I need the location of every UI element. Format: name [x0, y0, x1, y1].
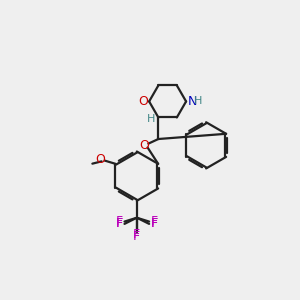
Text: N: N — [188, 95, 197, 108]
Text: O: O — [140, 139, 149, 152]
Text: F: F — [116, 215, 123, 228]
Text: H: H — [194, 96, 202, 106]
Text: F: F — [133, 230, 140, 244]
Text: F: F — [116, 218, 123, 230]
Text: F: F — [151, 215, 158, 228]
Text: F: F — [151, 218, 158, 230]
Text: H: H — [147, 114, 156, 124]
Text: O: O — [95, 153, 105, 166]
Text: F: F — [133, 228, 140, 241]
Text: F: F — [151, 218, 158, 230]
Text: O: O — [138, 95, 148, 108]
Text: F: F — [116, 218, 123, 230]
